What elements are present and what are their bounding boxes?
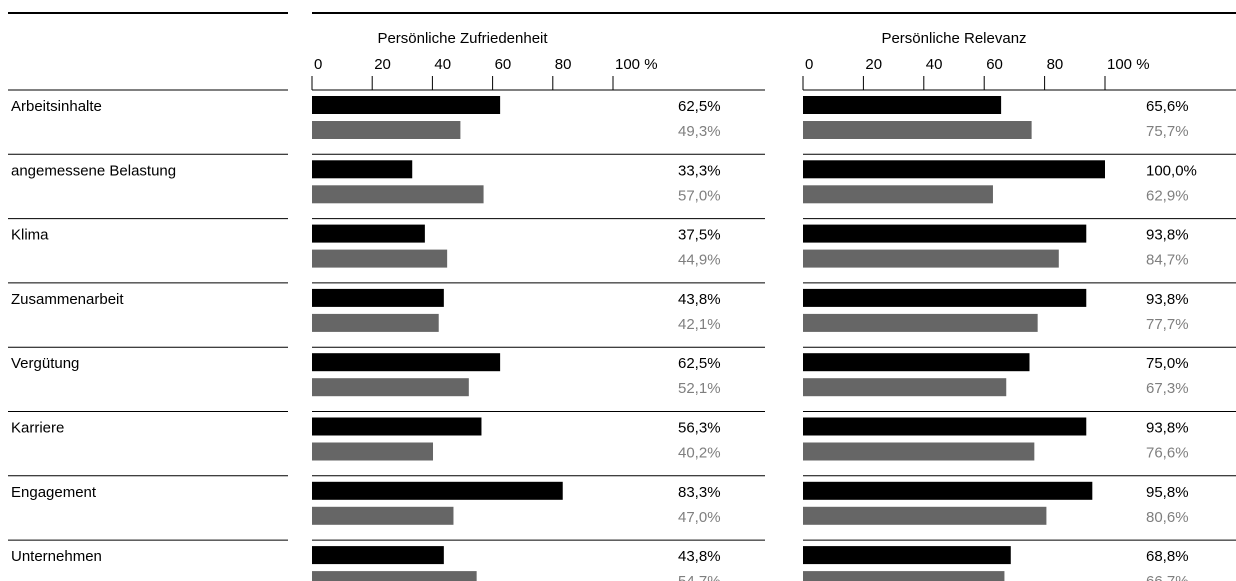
bar: [803, 313, 1038, 332]
bar: [803, 96, 1002, 114]
panel-title: Persönliche Zufriedenheit: [377, 30, 548, 47]
value-label: 43,8%: [678, 291, 721, 308]
value-label: 93,8%: [1146, 291, 1189, 308]
bar: [803, 185, 993, 204]
tick-label: 100 %: [615, 56, 658, 73]
bar: [803, 160, 1105, 179]
category-label: Engagement: [11, 484, 97, 501]
tick-label: 0: [314, 56, 322, 73]
value-label: 65,6%: [1146, 98, 1189, 115]
tick-label: 80: [555, 56, 572, 73]
value-label: 80,6%: [1146, 509, 1189, 526]
value-label: 52,1%: [678, 380, 721, 397]
value-label: 84,7%: [1146, 252, 1189, 269]
bar: [312, 185, 484, 204]
value-label: 62,9%: [1146, 187, 1189, 204]
value-label: 95,8%: [1146, 484, 1189, 501]
bar: [312, 160, 413, 179]
bar: [312, 249, 448, 268]
tick-label: 20: [865, 56, 882, 73]
bar: [803, 481, 1093, 500]
bar: [312, 506, 454, 525]
tick-label: 0: [805, 56, 813, 73]
tick-label: 60: [495, 56, 512, 73]
value-label: 56,3%: [678, 420, 721, 437]
value-label: 33,3%: [678, 162, 721, 179]
bar: [312, 571, 477, 581]
category-label: Zusammenarbeit: [11, 291, 124, 308]
bar: [312, 313, 439, 332]
category-label: angemessene Belastung: [11, 162, 176, 179]
value-label: 68,8%: [1146, 548, 1189, 565]
value-label: 93,8%: [1146, 227, 1189, 244]
bar: [312, 121, 461, 139]
bar: [803, 224, 1087, 243]
category-label: Klima: [11, 227, 49, 244]
bar: [803, 288, 1087, 307]
bar: [312, 224, 425, 243]
tick-label: 20: [374, 56, 391, 73]
value-label: 57,0%: [678, 187, 721, 204]
tick-label: 80: [1047, 56, 1064, 73]
category-label: Karriere: [11, 420, 64, 437]
bar: [312, 481, 563, 500]
bar: [312, 353, 501, 372]
value-label: 83,3%: [678, 484, 721, 501]
value-label: 37,5%: [678, 227, 721, 244]
tick-label: 60: [986, 56, 1003, 73]
bar: [312, 378, 469, 397]
value-label: 44,9%: [678, 252, 721, 269]
category-label: Vergütung: [11, 355, 79, 372]
bar: [803, 353, 1030, 372]
tick-label: 100 %: [1107, 56, 1150, 73]
value-label: 47,0%: [678, 509, 721, 526]
value-label: 93,8%: [1146, 420, 1189, 437]
value-label: 75,7%: [1146, 123, 1189, 140]
bar: [803, 442, 1035, 461]
bar: [312, 288, 444, 307]
value-label: 49,3%: [678, 123, 721, 140]
category-label: Unternehmen: [11, 548, 102, 565]
value-label: 100,0%: [1146, 162, 1197, 179]
category-label: Arbeitsinhalte: [11, 98, 102, 115]
value-label: 75,0%: [1146, 355, 1189, 372]
tick-label: 40: [434, 56, 451, 73]
bar: [803, 249, 1059, 268]
value-label: 67,3%: [1146, 380, 1189, 397]
bar: [803, 546, 1011, 565]
bar: [803, 417, 1087, 436]
bar: [803, 571, 1005, 581]
bar: [312, 417, 482, 436]
bar: [312, 96, 501, 114]
bar: [803, 121, 1032, 139]
value-label: 42,1%: [678, 316, 721, 333]
value-label: 54,7%: [678, 573, 721, 581]
bar: [803, 506, 1047, 525]
bar: [312, 442, 434, 461]
tick-label: 40: [926, 56, 943, 73]
value-label: 76,6%: [1146, 445, 1189, 462]
value-label: 40,2%: [678, 445, 721, 462]
bar: [803, 378, 1007, 397]
value-label: 62,5%: [678, 98, 721, 115]
bar: [312, 546, 444, 565]
value-label: 66,7%: [1146, 573, 1189, 581]
value-label: 43,8%: [678, 548, 721, 565]
value-label: 77,7%: [1146, 316, 1189, 333]
panel-title: Persönliche Relevanz: [881, 30, 1026, 47]
value-label: 62,5%: [678, 355, 721, 372]
